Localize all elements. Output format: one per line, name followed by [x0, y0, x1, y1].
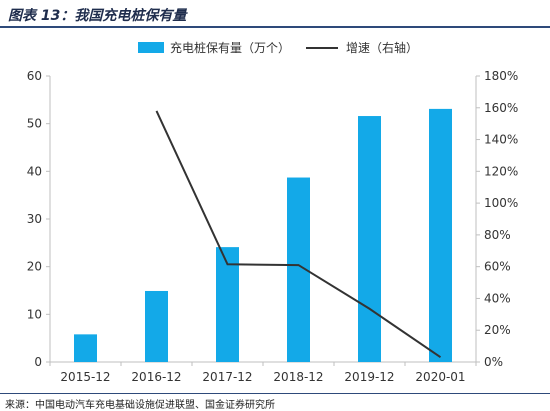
legend-bar-label: 充电桩保有量（万个）: [170, 40, 290, 55]
legend-line-label: 增速（右轴）: [346, 40, 418, 55]
right-axis-tick-label: 0%: [484, 355, 503, 369]
chart-title: 图表 13：我国充电桩保有量: [8, 8, 187, 24]
left-axis-tick-label: 40: [27, 164, 42, 178]
right-axis-tick-label: 100%: [484, 196, 518, 210]
x-axis-tick-label: 2015-12: [60, 370, 110, 384]
x-axis-tick-label: 2019-12: [344, 370, 394, 384]
right-axis-tick-label: 180%: [484, 69, 518, 83]
bar-2016-12: [145, 290, 168, 362]
right-axis-tick-label: 60%: [484, 260, 511, 274]
left-axis-tick-label: 60: [27, 69, 42, 83]
bar-2017-12: [216, 247, 239, 362]
right-axis-tick-label: 160%: [484, 101, 518, 115]
left-axis-tick-label: 50: [27, 117, 42, 131]
source-note: 来源：中国电动汽车充电基础设施促进联盟、国金证券研究所: [5, 400, 275, 411]
right-axis-tick-label: 120%: [484, 164, 518, 178]
left-axis-tick-label: 0: [34, 355, 42, 369]
x-axis-tick-label: 2018-12: [273, 370, 323, 384]
legend-bar-swatch: [138, 42, 164, 53]
title-underline: [0, 26, 550, 28]
x-axis-tick-label: 2017-12: [202, 370, 252, 384]
left-axis-tick-label: 30: [27, 212, 42, 226]
x-axis-tick-label: 2020-01: [415, 370, 465, 384]
left-axis-tick-label: 10: [27, 307, 42, 321]
right-axis-tick-label: 20%: [484, 323, 511, 337]
bar-2018-12: [287, 177, 310, 362]
right-axis-tick-label: 40%: [484, 291, 511, 305]
bar-2020-01: [429, 108, 452, 362]
right-axis-tick-label: 80%: [484, 228, 511, 242]
right-axis-tick-label: 140%: [484, 133, 518, 147]
source-divider: [0, 393, 550, 394]
title-bar: 图表 13：我国充电桩保有量: [0, 0, 550, 28]
bar-2019-12: [358, 116, 381, 362]
left-axis-tick-label: 20: [27, 260, 42, 274]
x-axis-tick-label: 2016-12: [131, 370, 181, 384]
bar-2015-12: [74, 334, 97, 362]
chart-area: 0 10 20 30 40 50 60 0% 20% 40% 60% 80% 100% 120% 140% 1…: [27, 40, 519, 384]
